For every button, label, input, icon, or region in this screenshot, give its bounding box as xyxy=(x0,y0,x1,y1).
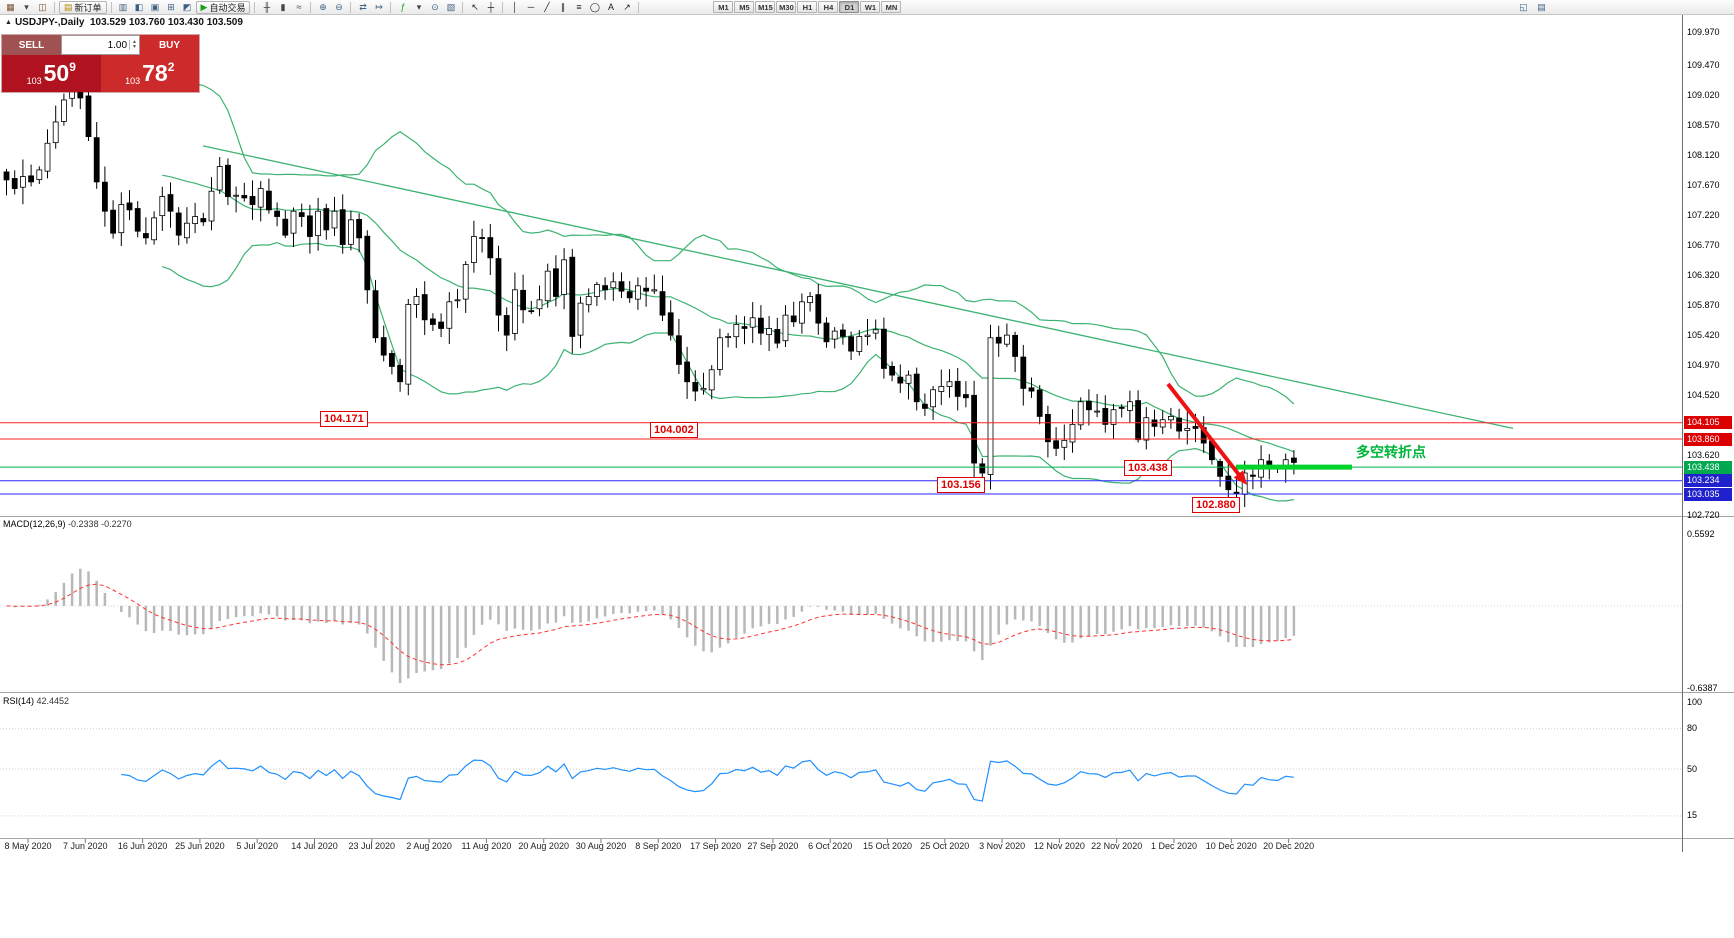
arrows-icon[interactable]: ↗ xyxy=(623,1,631,12)
terminal-icon[interactable]: ⊞ xyxy=(167,1,175,12)
bar-chart-icon[interactable]: ╫ xyxy=(263,2,271,12)
channel-icon[interactable]: ∥ xyxy=(560,1,566,12)
buy-button[interactable]: BUY xyxy=(140,35,199,55)
buy-price-prefix: 103 xyxy=(125,76,141,86)
toolbar-button-label: 自动交易 xyxy=(209,2,246,13)
vertical-line-icon[interactable]: │ xyxy=(512,2,518,12)
volume-spinner[interactable]: ▲ ▼ xyxy=(129,40,137,50)
pivot-annotation[interactable]: 多空转折点 xyxy=(1356,444,1426,460)
symbol-marker-icon: ▲ xyxy=(5,19,12,26)
macd-indicator xyxy=(0,568,1682,683)
bollinger-bands xyxy=(162,82,1295,502)
toolbar: ▦ ▾ ◫ ▤ 新订单 ▥ ◧ ▣ ⊞ ◩ ▶ 自动交易 ╫ ▮ ≈ ⊕ ⊖ ⇄ ↦ ƒ ▾ ⊙ ▧ ↖ ┼ │ ─ ╱ ∥ ≡ ◯ A ↗ M1… xyxy=(0,0,1734,15)
new-order-icon: ▤ xyxy=(64,1,73,12)
down-arrow-object[interactable] xyxy=(1166,382,1247,485)
chart-dropdown-icon[interactable]: ▾ xyxy=(24,1,29,12)
indicators-icon[interactable]: ƒ xyxy=(400,2,406,12)
new-order-button[interactable]: ▤ 新订单 xyxy=(59,0,107,14)
panel-separators xyxy=(0,15,1734,852)
timeframe-m30[interactable]: M30 xyxy=(776,1,797,13)
cursor-icon[interactable]: ↖ xyxy=(471,1,479,12)
timeframe-w1[interactable]: W1 xyxy=(860,1,881,13)
templates-icon[interactable]: ▧ xyxy=(446,1,456,12)
toolbar-separator xyxy=(350,1,352,13)
text-icon[interactable]: A xyxy=(607,2,614,12)
timeframe-mn[interactable]: MN xyxy=(881,1,902,13)
navigator-icon[interactable]: ▣ xyxy=(150,1,160,12)
trendline-icon[interactable]: ╱ xyxy=(544,1,550,12)
toolbar-separator xyxy=(502,1,504,13)
toolbar-separator xyxy=(54,1,55,13)
rsi-indicator xyxy=(0,728,1682,817)
new-chart-icon[interactable]: ▦ xyxy=(6,1,15,12)
sell-price-prefix: 103 xyxy=(26,76,42,86)
toolbar-right-icons: ◱ ▤ xyxy=(1516,1,1549,14)
dock-window-icon[interactable]: ◱ xyxy=(1519,2,1528,12)
auto-scroll-icon[interactable]: ⇄ xyxy=(359,1,367,12)
buy-price-sup: 2 xyxy=(167,59,175,74)
sell-button[interactable]: SELL xyxy=(2,35,61,55)
sell-price-big: 50 xyxy=(43,60,70,86)
macd-label: MACD(12,26,9) -0.2338 -0.2270 xyxy=(3,519,132,529)
volume-value: 1.00 xyxy=(107,39,128,51)
symbol-ohlc-text: USDJPY-,Daily 103.529 103.760 103.430 10… xyxy=(14,17,243,28)
timeframe-m1[interactable]: M1 xyxy=(713,1,734,13)
toolbar-separator xyxy=(110,1,112,13)
strategy-tester-icon[interactable]: ◩ xyxy=(182,1,192,12)
zoom-in-icon[interactable]: ⊕ xyxy=(319,1,327,12)
shapes-icon[interactable]: ◯ xyxy=(589,1,600,12)
toolbar-button-label: 新订单 xyxy=(74,2,102,13)
profiles-icon[interactable]: ◫ xyxy=(38,1,47,12)
market-watch-icon[interactable]: ▥ xyxy=(118,1,128,12)
fibonacci-icon[interactable]: ≡ xyxy=(576,2,582,12)
zoom-out-icon[interactable]: ⊖ xyxy=(335,1,343,12)
line-chart-icon[interactable]: ≈ xyxy=(296,2,302,12)
candlestick-chart-icon[interactable]: ▮ xyxy=(280,1,286,12)
toolbar-separator xyxy=(462,1,464,13)
buy-price-big: 78 xyxy=(142,60,168,86)
toolbar-menu-icon[interactable]: ▤ xyxy=(1537,2,1546,12)
timeframe-m5[interactable]: M5 xyxy=(734,1,755,13)
periods-dropdown-icon[interactable]: ⊙ xyxy=(431,1,439,12)
rsi-label: RSI(14) 42.4452 xyxy=(3,696,70,706)
auto-trading-button[interactable]: ▶ 自动交易 xyxy=(195,0,251,14)
chart-symbol-header: ▲ USDJPY-,Daily 103.529 103.760 103.430 … xyxy=(5,17,243,28)
indicators-dropdown-icon[interactable]: ▾ xyxy=(416,1,422,12)
date-ticks xyxy=(27,839,1290,843)
chart-shift-icon[interactable]: ↦ xyxy=(375,1,383,12)
timeframe-h1[interactable]: H1 xyxy=(797,1,818,13)
buy-price[interactable]: 103 78 2 xyxy=(100,55,199,92)
volume-input[interactable]: 1.00 ▲ ▼ xyxy=(61,35,140,55)
one-click-trading-panel: SELL 1.00 ▲ ▼ BUY 103 50 9 103 78 2 xyxy=(2,35,199,92)
sell-price[interactable]: 103 50 9 xyxy=(2,55,101,92)
crosshair-icon[interactable]: ┼ xyxy=(487,2,495,12)
timeframe-group: M1 M5 M15 M30 H1 H4 D1 W1 MN xyxy=(713,1,902,13)
horizontal-line-icon[interactable]: ─ xyxy=(527,2,535,12)
toolbar-separator xyxy=(638,1,640,13)
horizontal-lines[interactable] xyxy=(0,422,1682,495)
data-window-icon[interactable]: ◧ xyxy=(134,1,144,12)
sell-price-sup: 9 xyxy=(69,59,76,74)
toolbar-separator xyxy=(390,1,392,13)
timeframe-h4[interactable]: H4 xyxy=(818,1,839,13)
trendline-object[interactable] xyxy=(202,145,1514,430)
toolbar-separator xyxy=(310,1,312,13)
auto-trading-icon: ▶ xyxy=(200,1,208,12)
candlesticks xyxy=(3,69,1297,508)
timeframe-d1[interactable]: D1 xyxy=(839,1,860,13)
toolbar-separator xyxy=(254,1,256,13)
timeframe-m15[interactable]: M15 xyxy=(755,1,776,13)
